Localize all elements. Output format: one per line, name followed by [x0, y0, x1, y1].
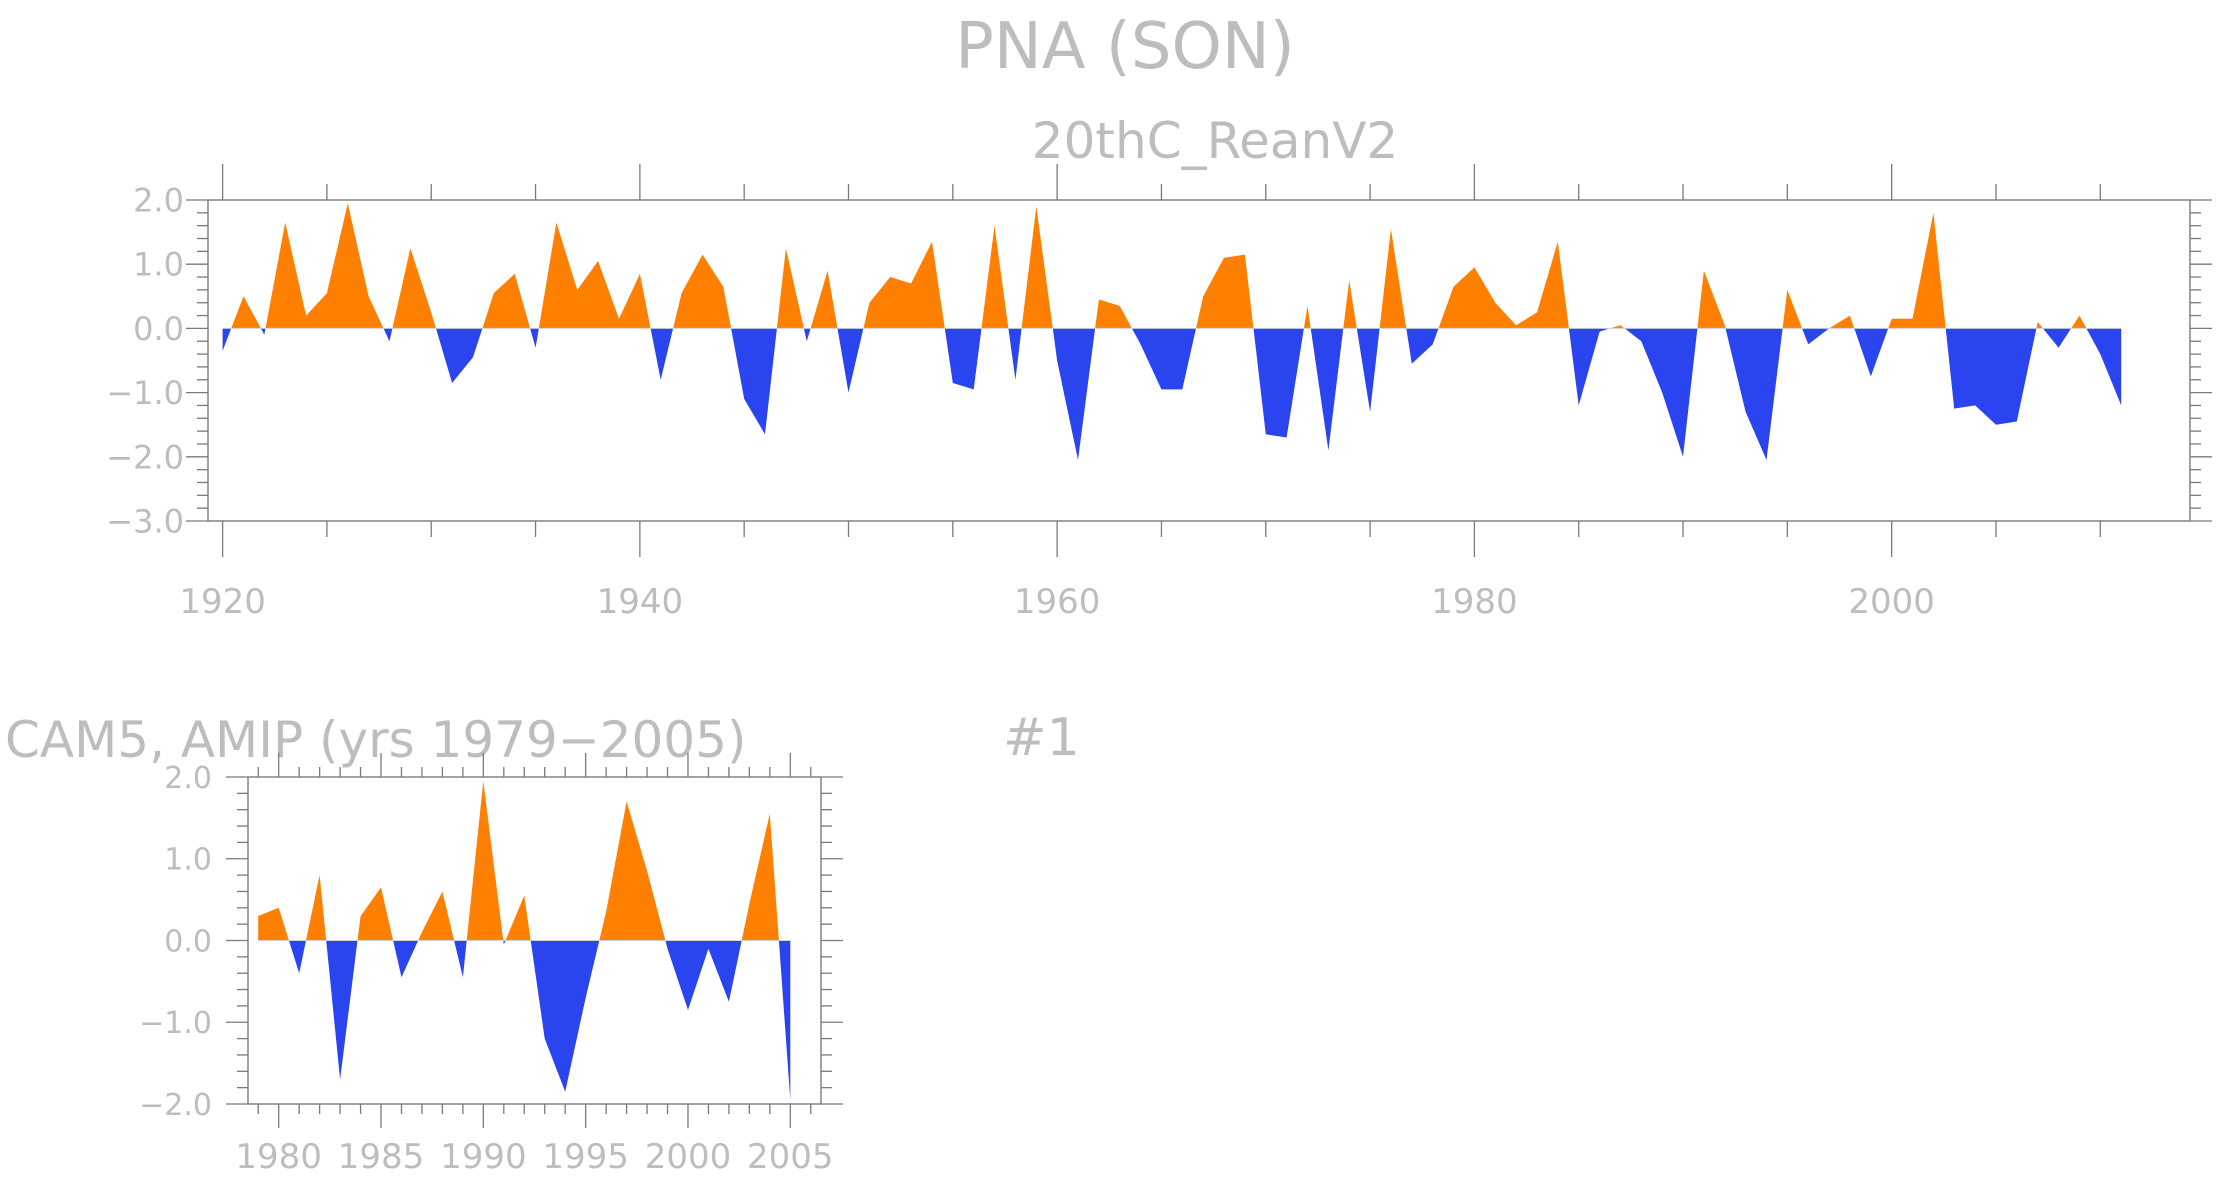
x-tick-label: 2000 — [1848, 582, 1935, 622]
negative-anomaly-fill-32 — [1406, 328, 1439, 364]
x-tick-label: 1995 — [542, 1137, 629, 1177]
y-tick-label: 2.0 — [133, 182, 184, 220]
positive-anomaly-fill-1 — [231, 296, 261, 329]
negative-anomaly-fill-8 — [530, 328, 539, 348]
negative-anomaly-fill-20 — [1008, 328, 1022, 380]
positive-anomaly-fill-3 — [265, 203, 384, 329]
negative-anomaly-fill-13 — [665, 940, 742, 1010]
panel-number-label: #1 — [1003, 708, 1080, 768]
positive-anomaly-fill-25 — [1196, 254, 1254, 329]
positive-anomaly-fill-12 — [599, 801, 666, 941]
y-tick-label: 0.0 — [133, 310, 184, 348]
positive-anomaly-fill-35 — [1610, 325, 1625, 329]
negative-anomaly-fill-3 — [326, 940, 358, 1080]
negative-anomaly-fill-10 — [650, 328, 674, 380]
positive-anomaly-fill-41 — [1829, 315, 1855, 329]
negative-anomaly-fill-36 — [1624, 328, 1698, 457]
negative-anomaly-fill-15 — [778, 940, 791, 1100]
positive-anomaly-fill-9 — [538, 222, 651, 329]
x-tick-label: 1920 — [179, 582, 266, 622]
negative-anomaly-fill-5 — [393, 940, 419, 978]
chart-title: 20thC_ReanV2 — [1032, 112, 1398, 170]
x-tick-label: 1960 — [1014, 582, 1101, 622]
positive-anomaly-fill-31 — [1379, 228, 1407, 329]
negative-anomaly-fill-14 — [803, 328, 811, 342]
negative-anomaly-fill-48 — [2086, 328, 2122, 406]
positive-anomaly-fill-33 — [1438, 241, 1569, 329]
positive-anomaly-fill-37 — [1697, 270, 1726, 329]
negative-anomaly-fill-9 — [503, 940, 506, 945]
positive-anomaly-fill-29 — [1343, 280, 1357, 329]
positive-anomaly-fill-8 — [466, 781, 504, 941]
negative-anomaly-fill-16 — [837, 328, 864, 393]
positive-anomaly-fill-14 — [741, 813, 779, 941]
positive-anomaly-fill-45 — [2036, 322, 2043, 329]
positive-anomaly-fill-2 — [306, 875, 327, 941]
negative-anomaly-fill-2 — [260, 328, 266, 335]
negative-anomaly-fill-46 — [2042, 328, 2072, 348]
negative-anomaly-fill-34 — [1568, 328, 1610, 406]
positive-anomaly-fill-17 — [863, 241, 945, 329]
negative-anomaly-fill-18 — [944, 328, 982, 390]
positive-anomaly-fill-21 — [1021, 206, 1053, 329]
negative-anomaly-fill-11 — [530, 940, 600, 1092]
negative-anomaly-fill-22 — [1052, 328, 1096, 460]
positive-anomaly-fill-7 — [482, 273, 531, 329]
positive-anomaly-fill-15 — [810, 270, 838, 329]
x-tick-label: 2000 — [645, 1137, 732, 1177]
positive-anomaly-fill-11 — [673, 254, 732, 329]
positive-anomaly-fill-47 — [2071, 315, 2087, 329]
positive-anomaly-fill-13 — [776, 248, 804, 329]
negative-anomaly-fill-38 — [1725, 328, 1783, 460]
negative-anomaly-fill-40 — [1802, 328, 1830, 345]
positive-anomaly-fill-4 — [357, 887, 394, 941]
negative-anomaly-fill-26 — [1253, 328, 1304, 438]
y-tick-label: −3.0 — [106, 503, 184, 541]
y-tick-label: −2.0 — [139, 1088, 212, 1123]
plot-frame — [207, 199, 2191, 522]
positive-anomaly-fill-23 — [1095, 299, 1132, 329]
y-tick-label: −1.0 — [139, 1006, 212, 1041]
y-tick-label: 2.0 — [164, 761, 212, 796]
x-tick-label: 1990 — [440, 1137, 527, 1177]
positive-anomaly-fill-6 — [418, 891, 455, 941]
positive-anomaly-fill-43 — [1888, 212, 1946, 329]
y-tick-label: 0.0 — [164, 924, 212, 959]
y-tick-label: −2.0 — [106, 438, 184, 476]
negative-anomaly-fill-4 — [383, 328, 393, 342]
x-tick-label: 1980 — [235, 1137, 322, 1177]
x-tick-label: 1985 — [338, 1137, 425, 1177]
negative-anomaly-fill-0 — [222, 328, 232, 351]
chart-title: CAM5, AMIP (yrs 1979−2005) — [5, 711, 746, 769]
y-tick-label: 1.0 — [133, 246, 184, 284]
negative-anomaly-fill-1 — [288, 940, 306, 974]
positive-anomaly-fill-5 — [392, 248, 436, 329]
chart-panel-20thc-reanv2: 20thC_ReanV2 2.0 1.0 0.0 −1.0 −2.0 −3.0 1920 194… — [106, 112, 2212, 622]
negative-anomaly-fill-42 — [1854, 328, 1889, 377]
positive-anomaly-fill-10 — [505, 895, 531, 941]
negative-anomaly-fill-7 — [454, 940, 467, 978]
negative-anomaly-fill-24 — [1131, 328, 1196, 390]
x-tick-label: 2005 — [747, 1137, 834, 1177]
y-tick-label: 1.0 — [164, 843, 212, 878]
positive-anomaly-fill-19 — [981, 225, 1009, 329]
chart-panel-cam5-amip: CAM5, AMIP (yrs 1979−2005)2.0 1.0 0.0 −1.0 −… — [5, 711, 843, 1177]
negative-anomaly-fill-44 — [1945, 328, 2037, 425]
negative-anomaly-fill-6 — [436, 328, 483, 383]
negative-anomaly-fill-12 — [731, 328, 777, 435]
y-tick-label: −1.0 — [106, 374, 184, 412]
positive-anomaly-fill-27 — [1303, 305, 1311, 329]
x-tick-label: 1980 — [1431, 582, 1518, 622]
negative-anomaly-fill-30 — [1356, 328, 1380, 412]
positive-anomaly-fill-0 — [258, 907, 289, 941]
negative-anomaly-fill-28 — [1310, 328, 1344, 451]
x-tick-label: 1940 — [597, 582, 684, 622]
figure-title: PNA (SON) — [955, 10, 1294, 84]
positive-anomaly-fill-39 — [1782, 289, 1803, 329]
